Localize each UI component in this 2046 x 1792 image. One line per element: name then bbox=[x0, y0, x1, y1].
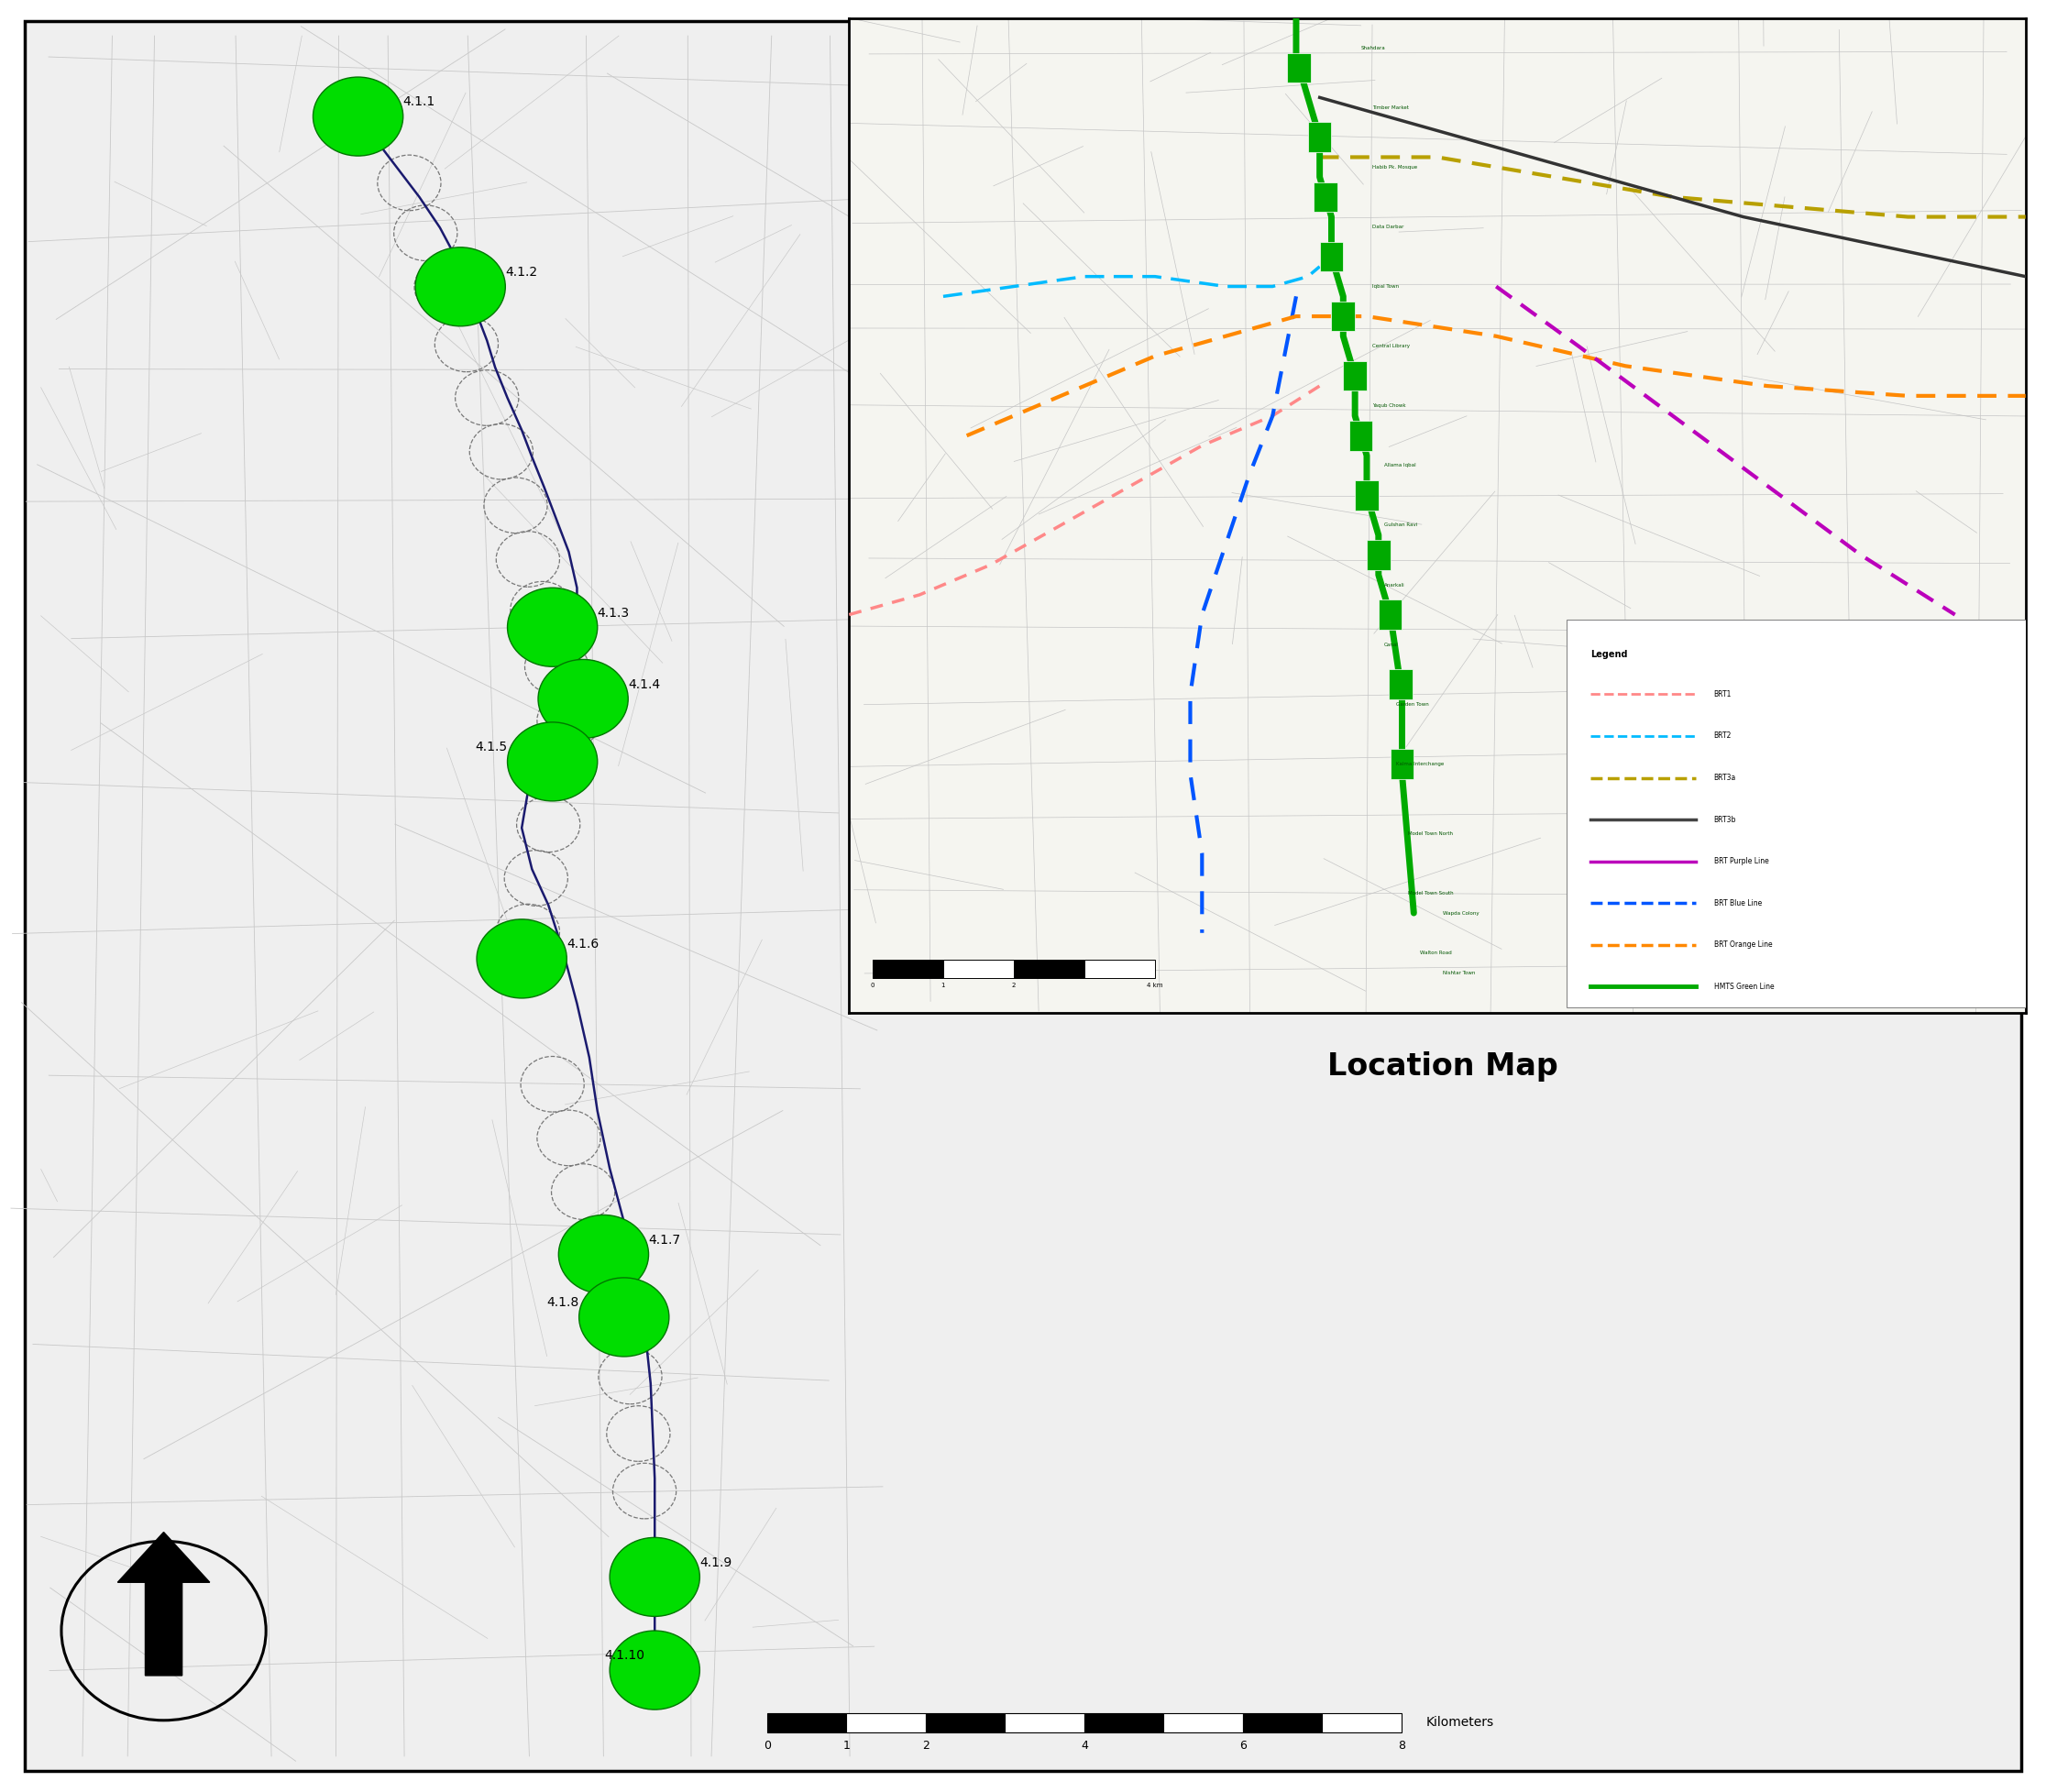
Text: Central Library: Central Library bbox=[1373, 344, 1410, 348]
Bar bbox=[1389, 670, 1412, 699]
Text: 4.1.9: 4.1.9 bbox=[700, 1555, 732, 1570]
Text: BRT Blue Line: BRT Blue Line bbox=[1715, 900, 1762, 907]
Text: 0: 0 bbox=[870, 982, 876, 987]
Text: Location Map: Location Map bbox=[1328, 1052, 1557, 1081]
Text: 4.1.5: 4.1.5 bbox=[475, 740, 507, 754]
Text: BRT Purple Line: BRT Purple Line bbox=[1715, 857, 1768, 866]
Text: 4.1.7: 4.1.7 bbox=[649, 1233, 681, 1247]
Text: Kalma Interchange: Kalma Interchange bbox=[1395, 762, 1444, 767]
Circle shape bbox=[507, 722, 597, 801]
Text: Legend: Legend bbox=[1590, 649, 1627, 659]
Text: Wapda Colony: Wapda Colony bbox=[1442, 910, 1479, 916]
Bar bbox=[1332, 301, 1354, 332]
Text: Shahdara: Shahdara bbox=[1361, 45, 1385, 50]
Bar bbox=[872, 961, 943, 978]
Text: 4.1.1: 4.1.1 bbox=[403, 95, 436, 109]
Text: 8: 8 bbox=[1397, 1740, 1406, 1753]
Text: BRT3b: BRT3b bbox=[1715, 815, 1737, 824]
Text: Data Darbar: Data Darbar bbox=[1373, 224, 1404, 229]
FancyBboxPatch shape bbox=[1567, 620, 2032, 1007]
Text: 4.1.3: 4.1.3 bbox=[597, 606, 630, 620]
Circle shape bbox=[579, 1278, 669, 1357]
Circle shape bbox=[415, 247, 505, 326]
Text: Garden Town: Garden Town bbox=[1395, 702, 1428, 706]
Bar bbox=[1320, 242, 1342, 272]
Text: 2: 2 bbox=[1013, 982, 1015, 987]
Text: 4.1.2: 4.1.2 bbox=[505, 265, 538, 280]
Text: 0: 0 bbox=[763, 1740, 771, 1753]
Text: BRT1: BRT1 bbox=[1715, 690, 1731, 699]
Text: Model Town South: Model Town South bbox=[1408, 891, 1453, 896]
Text: Nishtar Town: Nishtar Town bbox=[1442, 971, 1475, 975]
Bar bbox=[1314, 183, 1338, 211]
Circle shape bbox=[507, 588, 597, 667]
Text: BRT3a: BRT3a bbox=[1715, 774, 1735, 781]
Bar bbox=[1013, 961, 1084, 978]
FancyBboxPatch shape bbox=[25, 22, 2021, 1770]
Text: 4: 4 bbox=[1080, 1740, 1088, 1753]
Bar bbox=[1367, 539, 1391, 570]
Text: Canal: Canal bbox=[1385, 642, 1399, 647]
Circle shape bbox=[610, 1631, 700, 1710]
Bar bbox=[1354, 480, 1379, 511]
Text: Timber Market: Timber Market bbox=[1373, 106, 1410, 109]
Bar bbox=[847, 1713, 925, 1733]
Text: 6: 6 bbox=[1240, 1740, 1246, 1753]
Circle shape bbox=[610, 1538, 700, 1616]
Bar bbox=[1242, 1713, 1322, 1733]
Bar bbox=[1348, 421, 1373, 450]
Circle shape bbox=[538, 659, 628, 738]
Bar bbox=[1005, 1713, 1084, 1733]
Text: Habib Pk. Mosque: Habib Pk. Mosque bbox=[1373, 165, 1418, 170]
Text: Model Town North: Model Town North bbox=[1408, 831, 1453, 835]
Text: Anarkali: Anarkali bbox=[1385, 582, 1406, 588]
Text: 4 km: 4 km bbox=[1148, 982, 1162, 987]
Bar bbox=[1084, 961, 1154, 978]
Bar bbox=[925, 1713, 1005, 1733]
Text: Allama Iqbal: Allama Iqbal bbox=[1385, 462, 1416, 468]
Bar bbox=[1307, 122, 1332, 152]
Text: 4.1.4: 4.1.4 bbox=[628, 677, 661, 692]
Circle shape bbox=[313, 77, 403, 156]
Bar bbox=[1084, 1713, 1164, 1733]
Text: Kilometers: Kilometers bbox=[1426, 1715, 1494, 1729]
Text: 4.1.8: 4.1.8 bbox=[546, 1296, 579, 1310]
Bar bbox=[1342, 360, 1367, 391]
Bar bbox=[1287, 52, 1311, 82]
Bar bbox=[1389, 749, 1414, 780]
Text: Walton Road: Walton Road bbox=[1420, 950, 1451, 955]
Text: 1: 1 bbox=[843, 1740, 851, 1753]
Text: Gulshan Ravi: Gulshan Ravi bbox=[1385, 523, 1418, 527]
Bar bbox=[943, 961, 1013, 978]
Text: 4.1.10: 4.1.10 bbox=[604, 1649, 644, 1663]
Circle shape bbox=[477, 919, 567, 998]
Text: BRT2: BRT2 bbox=[1715, 731, 1731, 740]
Text: 1: 1 bbox=[941, 982, 945, 987]
Bar bbox=[1379, 600, 1402, 629]
Circle shape bbox=[559, 1215, 649, 1294]
Text: 4.1.6: 4.1.6 bbox=[567, 937, 599, 952]
Text: HMTS Green Line: HMTS Green Line bbox=[1715, 982, 1774, 991]
Text: 2: 2 bbox=[923, 1740, 929, 1753]
Bar bbox=[1164, 1713, 1244, 1733]
Bar bbox=[767, 1713, 847, 1733]
Text: BRT Orange Line: BRT Orange Line bbox=[1715, 941, 1772, 950]
Text: Yaqub Chowk: Yaqub Chowk bbox=[1373, 403, 1406, 409]
Text: Iqbal Town: Iqbal Town bbox=[1373, 285, 1399, 289]
FancyArrow shape bbox=[119, 1532, 211, 1676]
Bar bbox=[1322, 1713, 1402, 1733]
